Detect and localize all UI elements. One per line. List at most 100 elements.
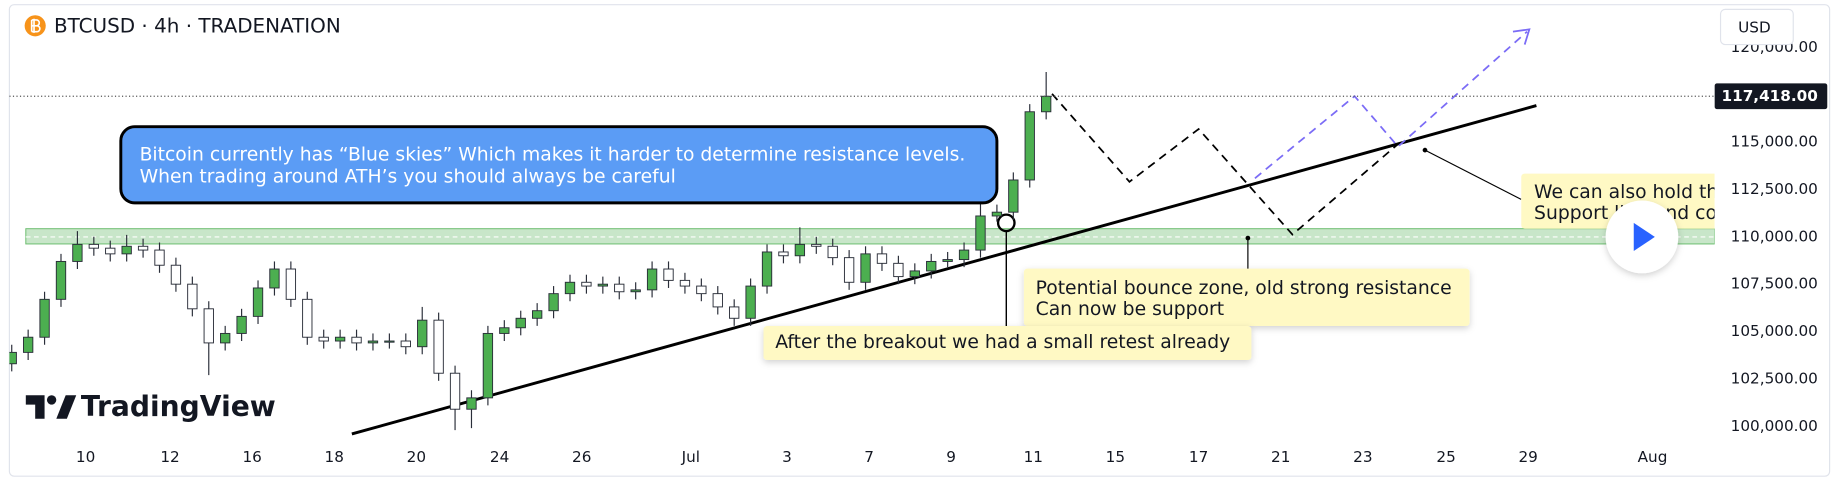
candle-body	[482, 332, 494, 399]
candle-body	[860, 253, 871, 283]
candle-body	[1008, 179, 1019, 213]
note-text: After the breakout we had a small retest…	[775, 332, 1230, 353]
candle-body	[105, 247, 116, 255]
candles	[9, 71, 1052, 431]
currency-box[interactable]	[1719, 8, 1794, 46]
candle-body	[154, 249, 165, 266]
candle-body	[515, 317, 526, 329]
x-tick-label: 7	[864, 448, 874, 466]
candle-body	[663, 268, 674, 281]
candle-body	[39, 298, 50, 338]
x-tick-label: 9	[946, 448, 956, 466]
currency[interactable]: USD	[1738, 19, 1771, 37]
chart-title: BTCUSD · 4h · TRADENATION	[54, 14, 341, 37]
candle-body	[285, 268, 297, 300]
candle-body	[975, 215, 986, 251]
x-tick-label: Jul	[681, 448, 700, 466]
candle-body	[384, 340, 395, 343]
candle-body	[581, 281, 592, 287]
candle-body	[252, 287, 264, 317]
support-zone	[25, 228, 1715, 245]
y-tick-label: 110,000.00	[1731, 227, 1818, 245]
candle-body	[794, 243, 806, 257]
candle-body	[22, 336, 34, 353]
candle-body	[72, 243, 83, 262]
x-tick-label: 3	[782, 448, 792, 466]
logo-icon	[56, 395, 77, 419]
candle-body	[991, 211, 1003, 217]
candle-body	[55, 260, 67, 300]
x-tick-label: 18	[325, 448, 344, 466]
candle-body	[646, 268, 658, 291]
callout-box	[119, 125, 999, 205]
note-text: We can also hold th	[1534, 182, 1718, 203]
pointer-dot	[1245, 235, 1251, 241]
candle-body	[761, 251, 773, 287]
price-axis: 100,000.00 102,500.00 105,000.00 107,500.00…	[1714, 38, 1828, 435]
x-tick-label: 16	[242, 448, 261, 466]
candle-body	[88, 243, 99, 249]
candle-body	[696, 285, 707, 295]
candle-body	[417, 319, 428, 348]
candle-body	[400, 340, 411, 348]
candle-body	[1024, 111, 1035, 181]
x-tick-label: 15	[1106, 448, 1125, 466]
candle-body	[334, 336, 346, 342]
candle-body	[9, 351, 17, 365]
note-text: Potential bounce zone, old strong resist…	[1036, 278, 1452, 299]
callout-text: When trading around ATH’s you should alw…	[140, 167, 676, 188]
logo-icon	[46, 395, 57, 405]
x-tick-label: 17	[1189, 448, 1208, 466]
candle-body	[679, 279, 691, 287]
x-tick-label: 10	[76, 448, 95, 466]
candle-body	[564, 281, 576, 295]
x-tick-label: 21	[1271, 448, 1290, 466]
last-price-label: 117,418.00	[1721, 87, 1817, 105]
note-box	[763, 326, 1252, 361]
candle-body	[466, 397, 477, 410]
projection-path-alt	[1254, 31, 1528, 179]
y-tick-label: 105,000.00	[1731, 322, 1818, 340]
symbol-icon	[30, 18, 41, 33]
y-tick-label: 115,000.00	[1731, 133, 1818, 151]
x-tick-label: 20	[407, 448, 426, 466]
candle-body	[712, 293, 723, 308]
candle-body	[187, 283, 198, 310]
logo: TradingView	[25, 390, 276, 423]
candle-body	[449, 372, 461, 410]
candle-body	[548, 293, 559, 312]
plot-area: Bitcoin currently has “Blue skies” Which…	[9, 28, 1718, 436]
y-tick-label: 112,500.00	[1731, 180, 1818, 198]
candle-body	[318, 336, 329, 342]
note-text: Can now be support	[1036, 299, 1224, 320]
x-tick-label: 29	[1519, 448, 1538, 466]
y-tick-label: 107,500.00	[1731, 275, 1818, 293]
candle-body	[597, 283, 608, 287]
candle-body	[170, 264, 182, 285]
x-tick-label: 11	[1024, 448, 1043, 466]
candle-body	[220, 332, 231, 344]
candle-body	[137, 245, 149, 251]
play-icon[interactable]	[1633, 222, 1655, 251]
candle-body	[827, 245, 838, 259]
candle-body	[926, 260, 937, 272]
candle-body	[351, 336, 362, 344]
logo-text: TradingView	[81, 390, 276, 423]
x-tick-label: 12	[160, 448, 179, 466]
candle-body	[499, 327, 510, 334]
time-axis: 10 12 16 18 20 24 26 Jul 3 7 9 11 15 17 21 23 25 29 Aug	[76, 448, 1667, 466]
last-price-tag	[1714, 83, 1828, 110]
x-tick-label: 25	[1436, 448, 1455, 466]
x-tick-label: Aug	[1638, 448, 1668, 466]
candle-body	[367, 340, 379, 344]
pointer-line	[1424, 149, 1522, 200]
candle-body	[958, 249, 970, 261]
candle-body	[893, 262, 904, 278]
candle-body	[778, 251, 789, 257]
arrow-head	[1512, 28, 1531, 45]
candle-body	[1041, 95, 1052, 113]
candle-body	[269, 268, 280, 289]
candle-body	[843, 257, 855, 283]
candle-body	[745, 285, 756, 319]
